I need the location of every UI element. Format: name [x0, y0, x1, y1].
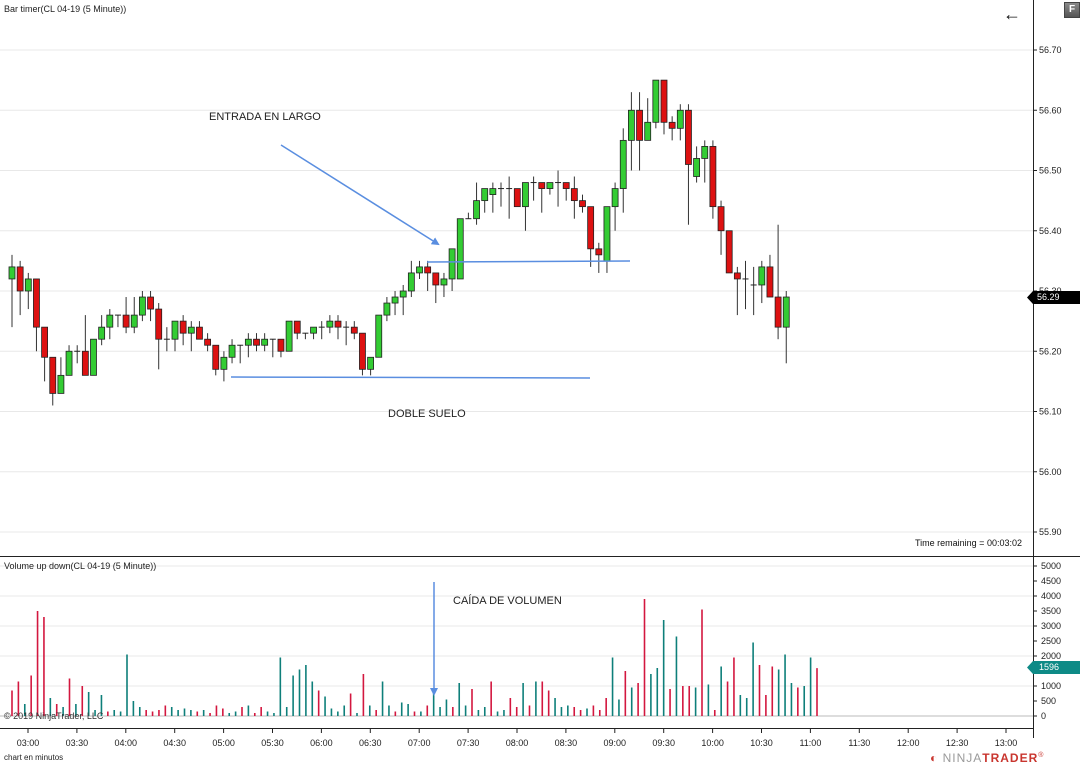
- svg-text:11:00: 11:00: [799, 738, 821, 748]
- svg-text:3000: 3000: [1041, 621, 1061, 631]
- annotation-lines: [230, 144, 631, 696]
- svg-text:56.10: 56.10: [1039, 407, 1062, 417]
- svg-text:11:30: 11:30: [848, 738, 870, 748]
- svg-text:4000: 4000: [1041, 591, 1061, 601]
- last-price-tag: 56.29: [1027, 291, 1080, 304]
- svg-text:04:00: 04:00: [115, 738, 138, 748]
- svg-text:07:30: 07:30: [457, 738, 480, 748]
- svg-text:56.20: 56.20: [1039, 346, 1062, 356]
- svg-text:04:30: 04:30: [163, 738, 186, 748]
- svg-text:07:00: 07:00: [408, 738, 431, 748]
- logo-mark-icon: ◐: [930, 751, 939, 765]
- svg-text:08:00: 08:00: [506, 738, 529, 748]
- last-volume-tag: 1596: [1027, 661, 1080, 674]
- svg-text:05:30: 05:30: [261, 738, 284, 748]
- svg-text:4500: 4500: [1041, 576, 1061, 586]
- logo-registered: ®: [1038, 752, 1045, 759]
- logo-light: NINJA: [942, 751, 983, 765]
- annotation-double-bottom: DOBLE SUELO: [388, 408, 466, 420]
- volume-grid: [0, 565, 1033, 717]
- back-arrow-icon[interactable]: ←: [1003, 4, 1021, 24]
- price-grid: [0, 49, 1033, 533]
- footer-note: chart en minutos: [4, 753, 64, 762]
- annotation-volume-drop: CAÍDA DE VOLUMEN: [453, 595, 562, 607]
- logo-bold: TRADER: [982, 751, 1039, 765]
- svg-text:3500: 3500: [1041, 606, 1061, 616]
- svg-text:05:00: 05:00: [212, 738, 235, 748]
- copyright: © 2019 NinjaTrader, LLC: [4, 711, 104, 721]
- svg-text:09:30: 09:30: [652, 738, 675, 748]
- volume-bars: [11, 599, 818, 716]
- last-volume-value: 1596: [1039, 662, 1060, 672]
- svg-text:12:00: 12:00: [897, 738, 920, 748]
- svg-text:10:00: 10:00: [701, 738, 724, 748]
- svg-text:03:30: 03:30: [66, 738, 89, 748]
- annotation-entry: ENTRADA EN LARGO: [209, 111, 321, 123]
- svg-text:2500: 2500: [1041, 636, 1061, 646]
- svg-text:2000: 2000: [1041, 651, 1061, 661]
- svg-text:03:00: 03:00: [17, 738, 40, 748]
- svg-text:12:30: 12:30: [946, 738, 969, 748]
- svg-text:55.90: 55.90: [1039, 527, 1062, 537]
- candlestick-series: [8, 79, 790, 406]
- svg-text:1000: 1000: [1041, 681, 1061, 691]
- price-panel-title: Bar timer(CL 04-19 (5 Minute)): [4, 4, 127, 14]
- ninjatrader-logo: ◐ NINJATRADER®: [930, 751, 1044, 765]
- svg-text:06:00: 06:00: [310, 738, 333, 748]
- svg-text:5000: 5000: [1041, 561, 1061, 571]
- svg-text:56.70: 56.70: [1039, 45, 1062, 55]
- svg-text:56.50: 56.50: [1039, 166, 1062, 176]
- svg-text:06:30: 06:30: [359, 738, 382, 748]
- svg-text:09:00: 09:00: [604, 738, 627, 748]
- svg-text:500: 500: [1041, 696, 1056, 706]
- time-remaining: Time remaining = 00:03:02: [915, 538, 1022, 548]
- volume-panel-title: Volume up down(CL 04-19 (5 Minute)): [4, 561, 157, 571]
- svg-text:10:30: 10:30: [750, 738, 773, 748]
- svg-text:13:00: 13:00: [995, 738, 1018, 748]
- axes: 56.7056.6056.5056.4056.3056.2056.1056.00…: [0, 0, 1080, 748]
- last-price-value: 56.29: [1037, 292, 1060, 302]
- svg-text:0: 0: [1041, 711, 1046, 721]
- svg-text:08:30: 08:30: [555, 738, 578, 748]
- svg-text:56.00: 56.00: [1039, 467, 1062, 477]
- svg-text:56.60: 56.60: [1039, 105, 1062, 115]
- svg-text:56.40: 56.40: [1039, 226, 1062, 236]
